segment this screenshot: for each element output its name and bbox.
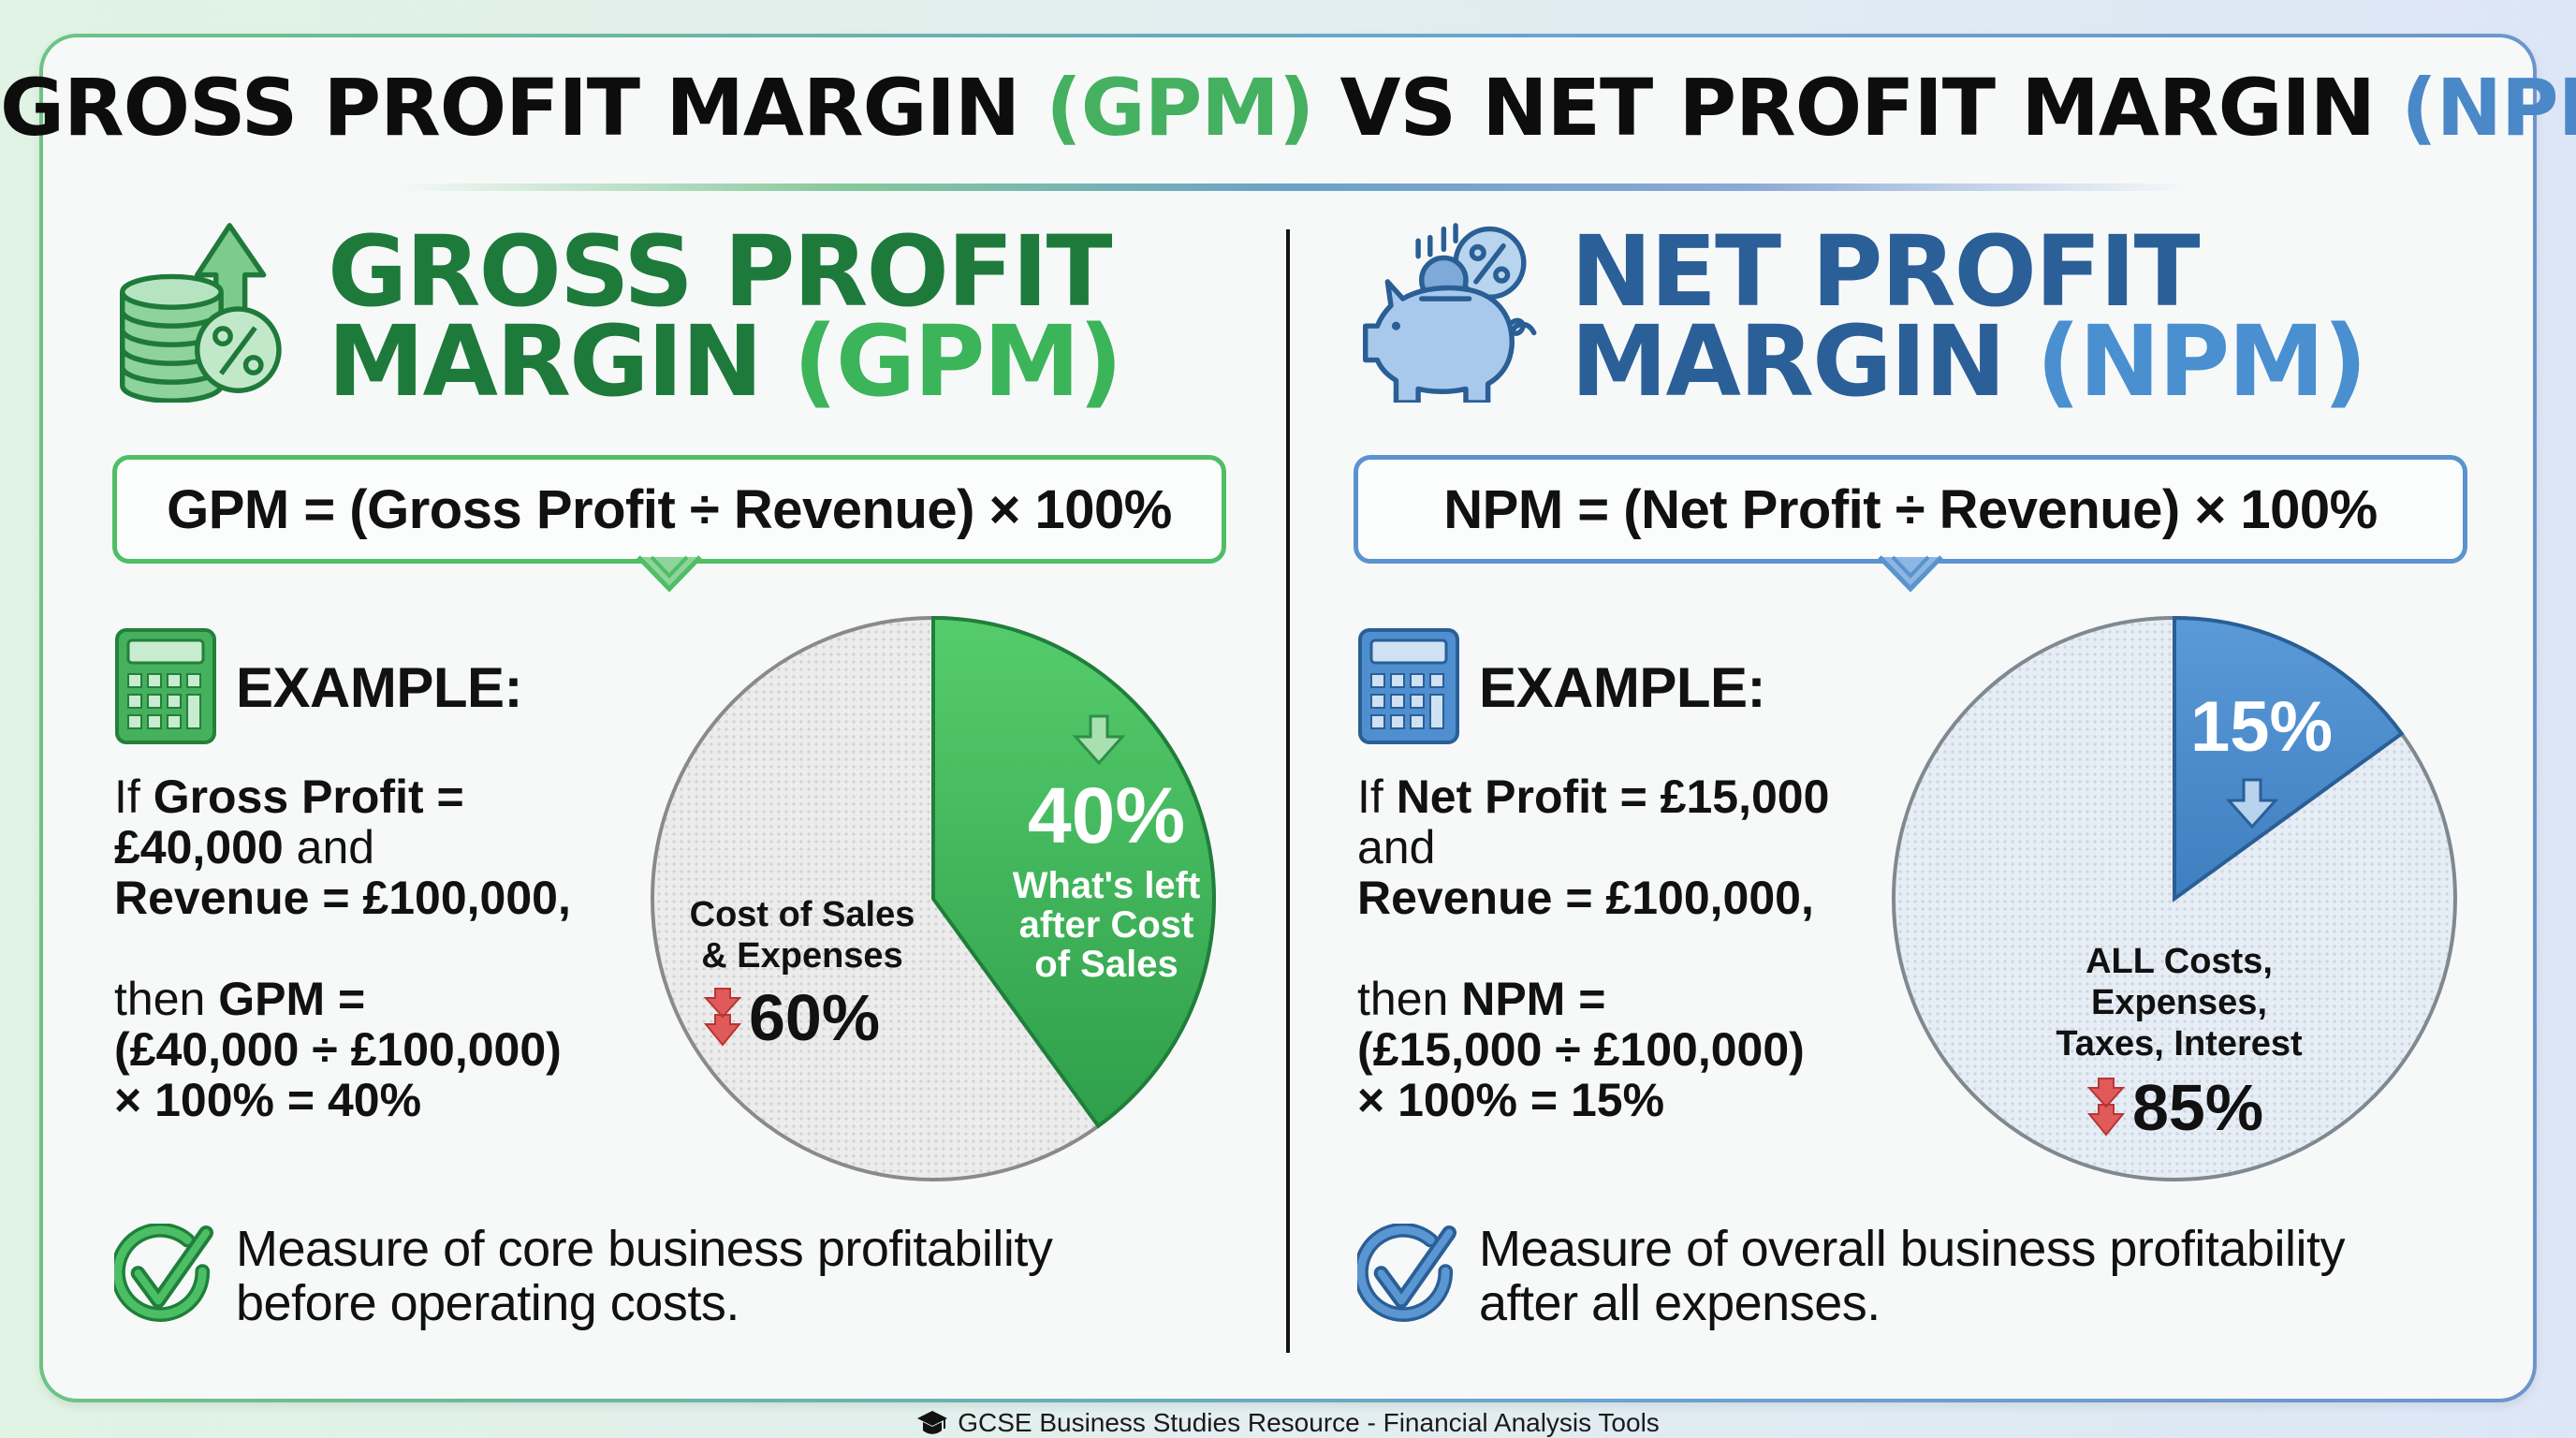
check-circle-icon [114, 1224, 214, 1322]
example-text-bold: × 100% = 15% [1357, 1074, 1665, 1126]
heading-line: MARGIN [328, 304, 794, 418]
title-divider [393, 183, 2190, 191]
footer-text: GCSE Business Studies Resource - Financi… [958, 1408, 1660, 1437]
caption-line: Expenses, [2091, 983, 2267, 1022]
gpm-highlight-caption: What's left after Cost of Sales [985, 866, 1228, 984]
caption-line: ALL Costs, [2086, 942, 2273, 981]
rest-value-text: 85% [2132, 1071, 2264, 1144]
npm-example-text: If Net Profit = £15,000 and Revenue = £1… [1357, 771, 1881, 1125]
double-arrow-down-icon [703, 988, 742, 1047]
example-text: If [1357, 770, 1397, 823]
gpm-rest-value: 60% [703, 980, 881, 1055]
heading-accent: (NPM) [2036, 304, 2367, 418]
note-line: before operating costs. [236, 1275, 739, 1331]
footer: GCSE Business Studies Resource - Financi… [0, 1408, 2576, 1438]
npm-rest-value: 85% [2086, 1070, 2264, 1145]
example-text-bold: (£15,000 ÷ £100,000) [1357, 1023, 1805, 1076]
caption-line: after Cost [1018, 904, 1194, 946]
example-text-bold: GPM = [218, 973, 366, 1025]
example-text-bold: Gross Profit = [153, 770, 464, 823]
example-text: then [1357, 973, 1462, 1025]
chevron-down-icon [1878, 555, 1943, 593]
calculator-icon [115, 628, 216, 744]
gpm-heading: GROSS PROFIT MARGIN (GPM) [328, 214, 1123, 410]
coins-percent-up-arrow-icon [110, 215, 298, 404]
formula-text: GPM = (Gross Profit ÷ Revenue) × 100% [167, 478, 1172, 540]
title-gpm-accent: (GPM) [1046, 62, 1314, 154]
note-line: after all expenses. [1479, 1275, 1881, 1331]
npm-pie-chart: 15% ALL Costs, Expenses, Taxes, Interest… [1889, 613, 2460, 1184]
npm-section: NET PROFIT MARGIN (NPM) NPM = (Net Profi… [1346, 215, 2497, 1386]
gpm-example-text: If Gross Profit = £40,000 and Revenue = … [114, 771, 638, 1125]
example-text: then [114, 973, 219, 1025]
page-title: GROSS PROFIT MARGIN (GPM) VS NET PROFIT … [0, 62, 2576, 154]
gpm-pie-chart: 40% What's left after Cost of Sales Cost… [648, 613, 1219, 1184]
heading-line: GROSS PROFIT [328, 214, 1113, 329]
formula-text: NPM = (Net Profit ÷ Revenue) × 100% [1443, 478, 2378, 540]
npm-formula-box: NPM = (Net Profit ÷ Revenue) × 100% [1354, 455, 2467, 593]
gpm-rest-caption: Cost of Sales & Expenses [685, 894, 919, 976]
npm-highlight-value: 15% [2189, 687, 2334, 767]
npm-heading: NET PROFIT MARGIN (NPM) [1571, 214, 2367, 410]
chevron-down-icon [637, 555, 702, 593]
title-text: VS NET PROFIT MARGIN [1313, 62, 2402, 154]
calculator-icon [1358, 628, 1459, 744]
example-text-bold: £40,000 [114, 821, 284, 873]
rest-value-text: 60% [749, 981, 881, 1054]
example-label: EXAMPLE: [236, 656, 523, 719]
gpm-section: GROSS PROFIT MARGIN (GPM) GPM = (Gross P… [103, 215, 1254, 1386]
double-arrow-down-icon [2086, 1078, 2126, 1137]
heading-line: MARGIN [1571, 304, 2037, 418]
heading-line: NET PROFIT [1571, 214, 2201, 329]
npm-rest-caption: ALL Costs, Expenses, Taxes, Interest [2048, 941, 2310, 1064]
gpm-formula-box: GPM = (Gross Profit ÷ Revenue) × 100% [112, 455, 1226, 593]
arrow-down-icon [1072, 714, 1126, 766]
title-npm-accent: (NPM) [2401, 62, 2576, 154]
check-circle-icon [1357, 1224, 1457, 1322]
arrow-down-icon [2225, 778, 2279, 829]
caption-line: Cost of Sales [689, 895, 915, 934]
example-text-bold: NPM = [1461, 973, 1606, 1025]
graduation-cap-icon [917, 1411, 948, 1434]
example-text: If [114, 770, 154, 823]
example-text-bold: × 100% = 40% [114, 1074, 422, 1126]
title-text: GROSS PROFIT MARGIN [0, 62, 1046, 154]
vertical-divider [1286, 229, 1290, 1353]
gpm-note: Measure of core business profitability b… [114, 1221, 1053, 1331]
caption-line: of Sales [1034, 944, 1178, 985]
example-text-bold: (£40,000 ÷ £100,000) [114, 1023, 562, 1076]
example-text: and [283, 821, 375, 873]
example-text: and [1357, 821, 1436, 873]
heading-accent: (GPM) [793, 304, 1122, 418]
caption-line: Taxes, Interest [2056, 1024, 2303, 1064]
note-line: Measure of overall business profitabilit… [1479, 1221, 2345, 1277]
caption-line: & Expenses [701, 936, 903, 976]
note-line: Measure of core business profitability [236, 1221, 1053, 1277]
example-text-bold: Revenue = £100,000, [114, 872, 571, 924]
piggy-bank-percent-icon [1354, 215, 1541, 405]
npm-note: Measure of overall business profitabilit… [1357, 1222, 2345, 1330]
gpm-highlight-value: 40% [1027, 771, 1186, 859]
example-text-bold: Net Profit = £15,000 [1396, 770, 1830, 823]
caption-line: What's left [1012, 865, 1201, 906]
example-label: EXAMPLE: [1479, 656, 1766, 719]
example-text-bold: Revenue = £100,000, [1357, 872, 1814, 924]
